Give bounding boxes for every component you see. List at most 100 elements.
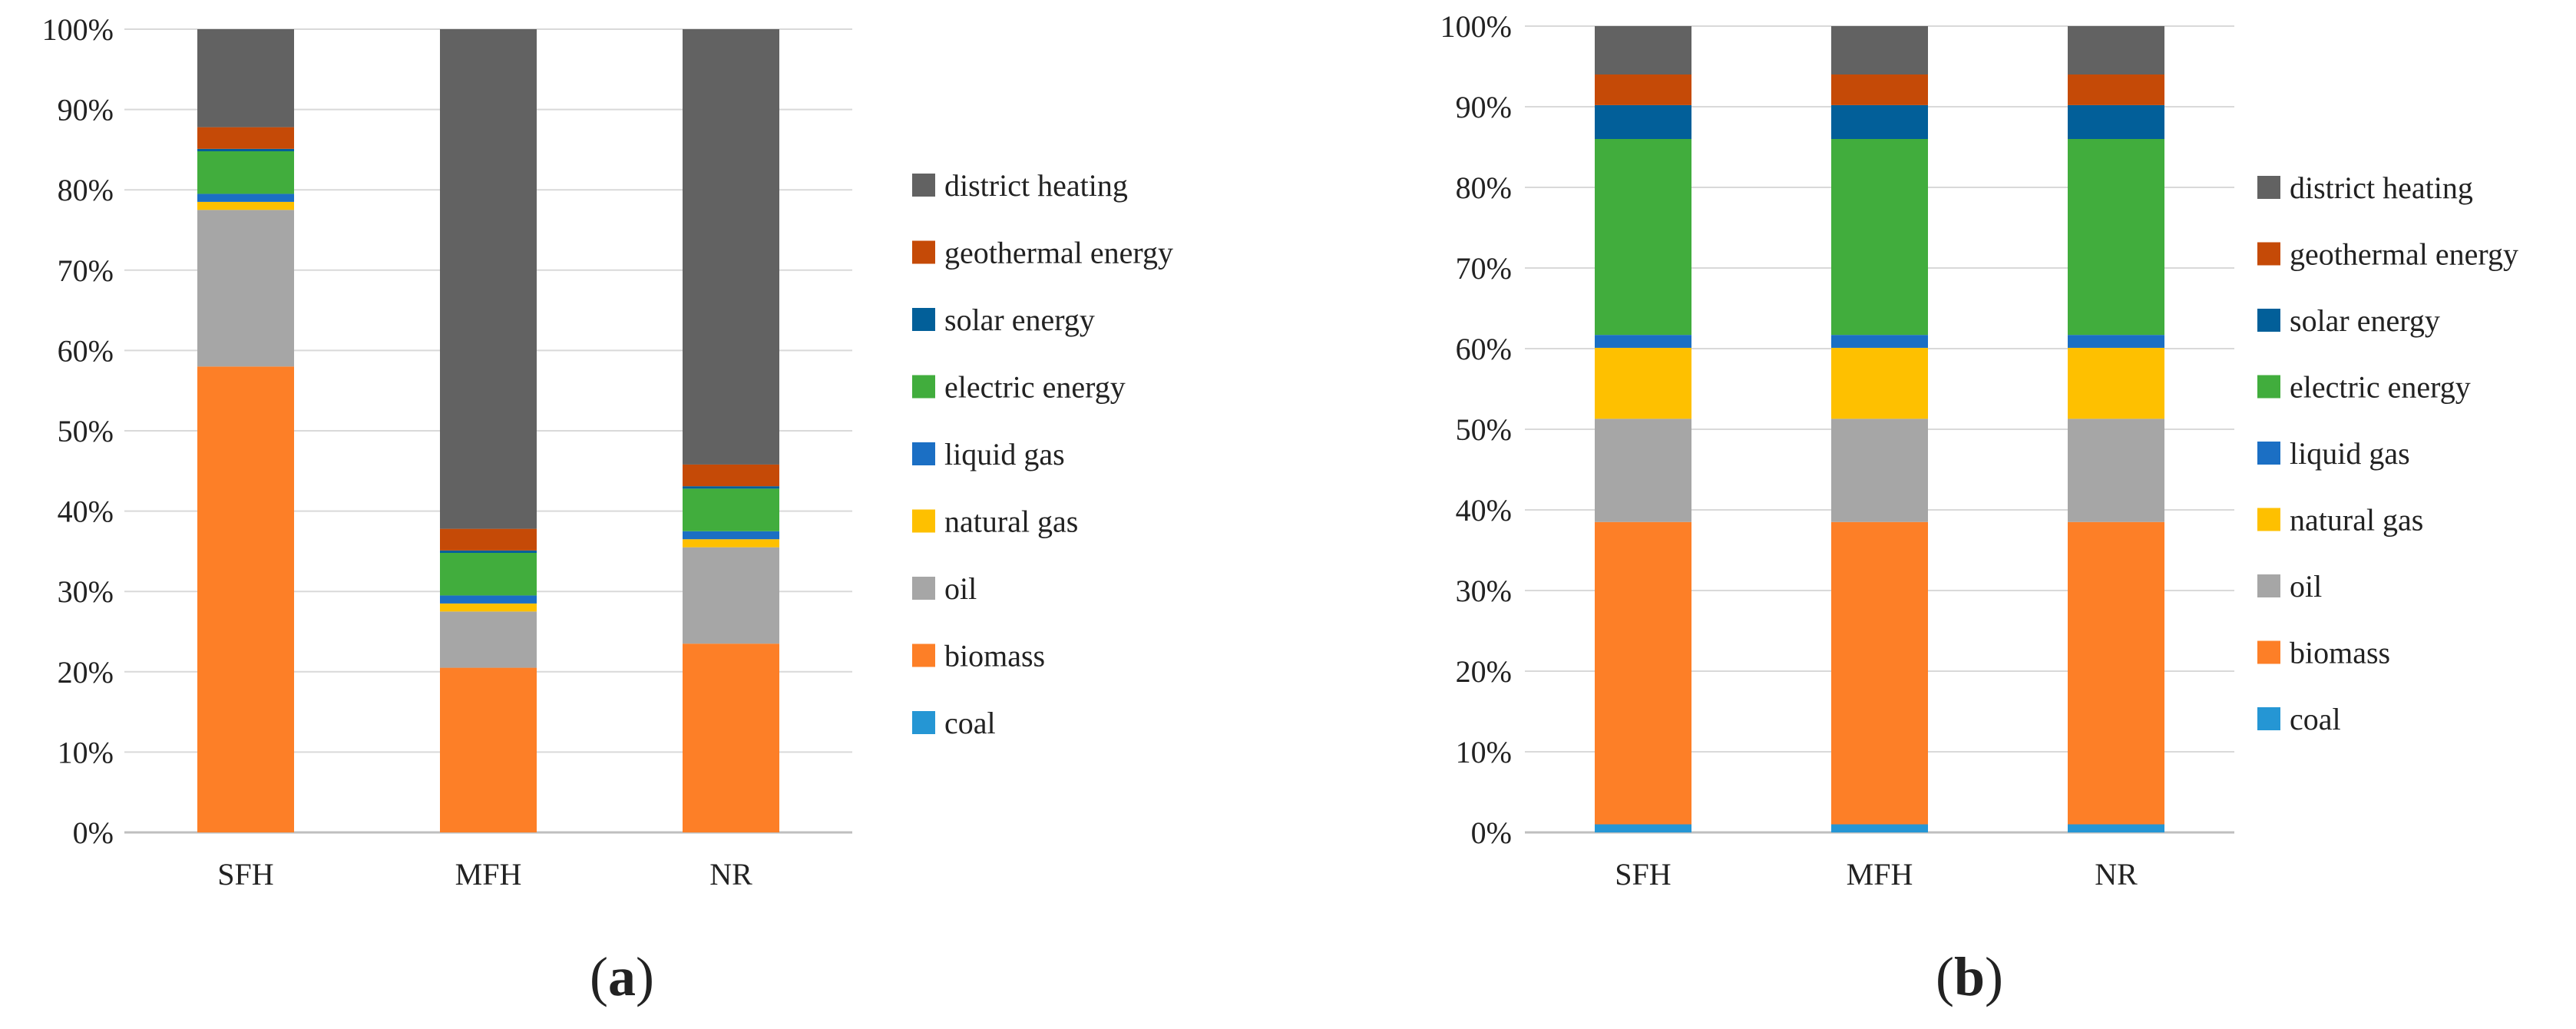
y-tick-label: 50% [58,414,114,448]
bar-segment-mfh-coal [1831,824,1928,832]
bar-segment-nr-liquid-gas [2068,335,2164,348]
bar-segment-sfh-oil [1595,419,1691,522]
y-tick-label: 70% [1456,251,1512,286]
bar-segment-mfh-electric-energy [440,552,537,596]
y-tick-label: 10% [1456,735,1512,769]
bar-segment-mfh-geothermal-energy [440,528,537,551]
legend-label-oil: oil [944,571,977,606]
bar-segment-sfh-natural-gas [197,201,294,210]
bar-segment-nr-district-heating [2068,26,2164,74]
panel-label-letter: a [608,946,636,1007]
y-tick-label: 80% [58,173,114,207]
legend-label-oil: oil [2290,569,2322,604]
legend-label-electric-energy: electric energy [2290,370,2471,405]
y-tick-label: 100% [42,12,114,47]
bar-segment-mfh-oil [1831,419,1928,522]
x-tick-label-nr: NR [709,857,752,892]
bar-segment-sfh-biomass [197,366,294,832]
bar-segment-nr-liquid-gas [683,531,779,540]
legend-swatch-oil [2257,574,2280,597]
y-tick-label: 90% [58,93,114,127]
bar-segment-nr-natural-gas [683,539,779,548]
y-tick-label: 80% [1456,170,1512,205]
bar-segment-sfh-solar-energy [1595,104,1691,139]
legend-label-natural-gas: natural gas [944,505,1078,539]
legend-swatch-geothermal-energy [2257,242,2280,266]
bar-segment-mfh-electric-energy [1831,139,1928,336]
bar-segment-nr-solar-energy [2068,104,2164,139]
legend-swatch-electric-energy [912,375,935,399]
legend-swatch-oil [912,577,935,600]
legend-label-biomass: biomass [2290,636,2390,670]
legend-swatch-natural-gas [2257,508,2280,531]
bar-segment-sfh-oil [197,210,294,367]
bar-segment-mfh-biomass [1831,521,1928,825]
legend-swatch-biomass [2257,640,2280,664]
legend-label-biomass: biomass [944,639,1045,673]
bar-segment-mfh-solar-energy [440,550,537,553]
legend-label-district-heating: district heating [944,168,1128,203]
y-tick-label: 20% [1456,654,1512,689]
legend-swatch-coal [2257,707,2280,730]
y-tick-label: 40% [1456,493,1512,528]
bar-segment-nr-oil [683,547,779,644]
panel-label: (b) [1936,946,2003,1007]
chart-panel-b: 0% 10% 20% 30% 40% 50% 60% 70% 80% 90% 100% SFH MFH N… [1440,9,2518,1007]
bar-segment-nr-biomass [683,644,779,832]
legend-label-coal: coal [944,706,996,740]
legend-label-liquid-gas: liquid gas [2290,436,2410,471]
bar-segment-mfh-natural-gas [440,603,537,612]
legend-label-coal: coal [2290,702,2341,736]
bar-segment-mfh-district-heating [1831,26,1928,74]
bar-segment-mfh-liquid-gas [1831,335,1928,348]
bar-segment-nr-electric-energy [2068,139,2164,336]
panel-label: (a) [590,946,654,1007]
y-tick-label: 10% [58,735,114,769]
bar-segment-sfh-liquid-gas [1595,335,1691,348]
bar-segment-mfh-geothermal-energy [1831,74,1928,105]
bar-segment-nr-solar-energy [683,486,779,489]
bar-segment-nr-electric-energy [683,488,779,531]
legend-swatch-district-heating [912,174,935,197]
y-tick-label: 100% [1440,9,1512,44]
bar-segment-sfh-biomass [1595,521,1691,825]
bar-segment-nr-geothermal-energy [683,464,779,487]
y-tick-label: 20% [58,655,114,690]
bar-segment-sfh-district-heating [1595,26,1691,74]
legend-label-electric-energy: electric energy [944,370,1126,405]
y-tick-label: 0% [73,816,114,850]
legend-label-geothermal-energy: geothermal energy [2290,237,2518,272]
bar-segment-nr-natural-gas [2068,347,2164,419]
bar-segment-mfh-liquid-gas [440,595,537,604]
bar-segment-mfh-oil [440,611,537,668]
bar-segment-sfh-electric-energy [1595,139,1691,336]
legend-swatch-coal [912,711,935,734]
y-tick-label: 60% [1456,332,1512,366]
bar-segment-nr-district-heating [683,29,779,465]
bar-segment-sfh-district-heating [197,29,294,127]
legend-swatch-liquid-gas [912,442,935,465]
x-tick-label-sfh: SFH [217,857,273,892]
bar-segment-sfh-geothermal-energy [1595,74,1691,105]
panel-label-letter: b [1954,946,1985,1007]
bar-segment-sfh-electric-energy [197,151,294,194]
y-tick-label: 30% [58,574,114,609]
bar-segment-nr-coal [2068,824,2164,832]
y-tick-label: 30% [1456,574,1512,608]
legend-swatch-electric-energy [2257,375,2280,399]
legend-swatch-solar-energy [2257,309,2280,332]
bar-segment-sfh-geothermal-energy [197,127,294,149]
x-tick-label-nr: NR [2095,857,2138,892]
legend-label-solar-energy: solar energy [944,303,1095,337]
y-tick-label: 40% [58,495,114,529]
bar-segment-sfh-solar-energy [197,148,294,151]
bar-segment-sfh-natural-gas [1595,347,1691,419]
bar-segment-mfh-district-heating [440,29,537,529]
legend-swatch-biomass [912,644,935,667]
bar-segment-mfh-solar-energy [1831,104,1928,139]
legend-swatch-liquid-gas [2257,442,2280,465]
y-tick-label: 50% [1456,412,1512,447]
legend-swatch-geothermal-energy [912,240,935,264]
